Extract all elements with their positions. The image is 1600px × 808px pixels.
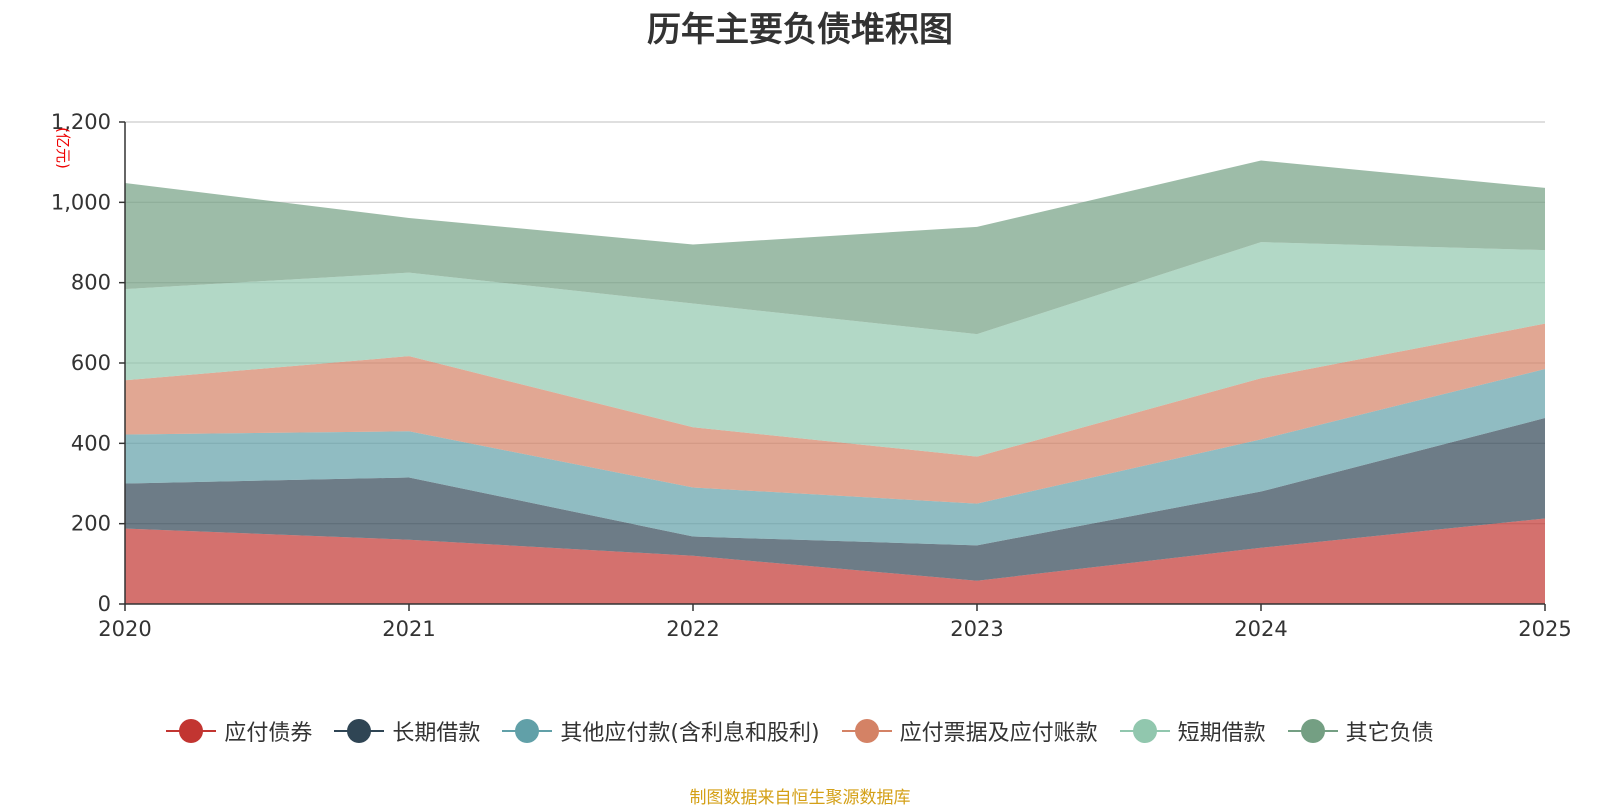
legend-label: 短期借款 bbox=[1177, 721, 1266, 746]
legend-label: 其他应付款(含利息和股利) bbox=[560, 721, 820, 746]
legend-item-4[interactable]: 应付票据及应付账款 bbox=[841, 715, 1098, 747]
y-tick-label: 600 bbox=[71, 351, 111, 375]
legend-label: 应付债券 bbox=[224, 721, 313, 746]
legend-item-5[interactable]: 短期借款 bbox=[1119, 715, 1266, 747]
x-tick-label: 2021 bbox=[382, 617, 435, 641]
legend-label: 其它负债 bbox=[1345, 721, 1434, 746]
x-tick-label: 2025 bbox=[1518, 617, 1571, 641]
x-tick-label: 2020 bbox=[98, 617, 151, 641]
area-series-3[interactable] bbox=[125, 369, 1545, 546]
legend-label: 应付票据及应付账款 bbox=[899, 721, 1098, 746]
y-tick-label: 1,200 bbox=[51, 110, 111, 134]
legend-item-3[interactable]: 其他应付款(含利息和股利) bbox=[502, 715, 820, 747]
area-series-1[interactable] bbox=[125, 518, 1545, 604]
legend-marker-icon bbox=[502, 719, 553, 743]
legend-marker-icon bbox=[1287, 719, 1338, 743]
data-source-note: 制图数据来自恒生聚源数据库 bbox=[689, 788, 911, 808]
legend-item-2[interactable]: 长期借款 bbox=[334, 715, 480, 747]
area-series-4[interactable] bbox=[125, 323, 1545, 504]
y-tick-label: 200 bbox=[71, 512, 111, 536]
y-tick-label: 400 bbox=[71, 431, 111, 455]
chart-legend[interactable]: 应付债券 长期借款 其他应付款(含利息和股利) 应付票据及应付账款 短期借款 其它负债 bbox=[0, 715, 1600, 747]
area-series-2[interactable] bbox=[125, 418, 1545, 581]
y-tick-label: 1,000 bbox=[51, 190, 111, 214]
x-tick-label: 2023 bbox=[950, 617, 1003, 641]
area-series-5[interactable] bbox=[125, 242, 1545, 457]
legend-marker-icon bbox=[166, 719, 217, 743]
area-series-6[interactable] bbox=[125, 160, 1545, 335]
y-tick-label: 800 bbox=[71, 271, 111, 295]
legend-marker-icon bbox=[841, 719, 892, 743]
x-tick-label: 2022 bbox=[666, 617, 719, 641]
legend-marker-icon bbox=[1119, 719, 1170, 743]
legend-marker-icon bbox=[334, 719, 385, 743]
chart-plot: 0 200 400 600 800 1,000 1,200 2020 2021 2022 2023 2… bbox=[51, 110, 1572, 641]
legend-item-1[interactable]: 应付债券 bbox=[166, 715, 312, 747]
x-tick-label: 2024 bbox=[1234, 617, 1287, 641]
y-tick-label: 0 bbox=[98, 592, 111, 616]
y-axis-unit-label: (亿元) bbox=[54, 127, 72, 169]
legend-label: 长期借款 bbox=[392, 721, 481, 746]
chart-title: 历年主要负债堆积图 bbox=[647, 10, 953, 50]
legend-item-6[interactable]: 其它负债 bbox=[1287, 715, 1434, 747]
